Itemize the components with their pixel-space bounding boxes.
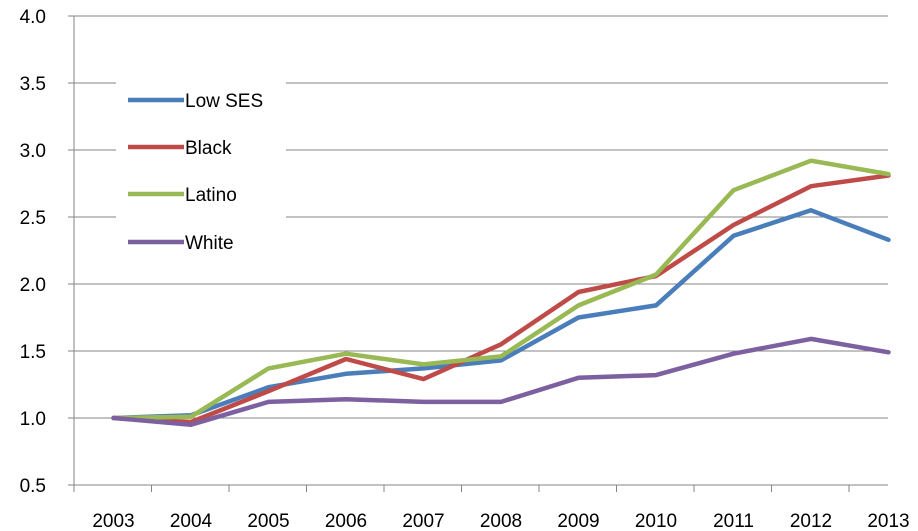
y-tick-label: 4.0 [20,7,46,28]
x-tick-label: 2009 [557,511,599,531]
axes [68,15,888,492]
legend-label: Latino [185,185,237,206]
y-tick-label: 1.0 [20,409,46,430]
x-tick-label: 2010 [635,511,677,531]
legend-box [116,81,286,269]
y-tick-label: 2.5 [20,208,46,229]
y-tick-label: 1.5 [20,342,46,363]
x-tick-label: 2008 [480,511,522,531]
legend: Low SES Black Latino White [116,81,286,269]
series-line-low-ses [111,208,891,421]
x-tick-label: 2013 [867,511,909,531]
series-line-latino [111,158,891,421]
y-tick-label: 3.5 [20,74,46,95]
x-tick-label: 2004 [170,511,213,531]
series-lines [111,158,891,427]
y-axis-tick-labels: 0.5 1.0 1.5 2.0 2.5 3.0 3.5 4.0 [20,7,46,497]
legend-label: Black [185,138,232,159]
x-tick-label: 2005 [247,511,289,531]
y-tick-label: 3.0 [20,141,46,162]
legend-label: White [185,233,234,254]
series-line-black [111,173,891,425]
x-tick-label: 2006 [325,511,367,531]
series-line-white [111,336,891,427]
x-tick-label: 2011 [713,511,754,531]
x-tick-label: 2003 [92,511,134,531]
legend-label: Low SES [185,91,263,112]
y-tick-label: 2.0 [20,275,46,296]
x-tick-label: 2007 [402,511,444,531]
x-tick-label: 2012 [790,511,832,531]
y-tick-label: 0.5 [20,476,46,497]
x-axis-tick-labels: 2003 2004 2005 2006 2007 2008 2009 2010 2011 2012… [92,511,909,531]
